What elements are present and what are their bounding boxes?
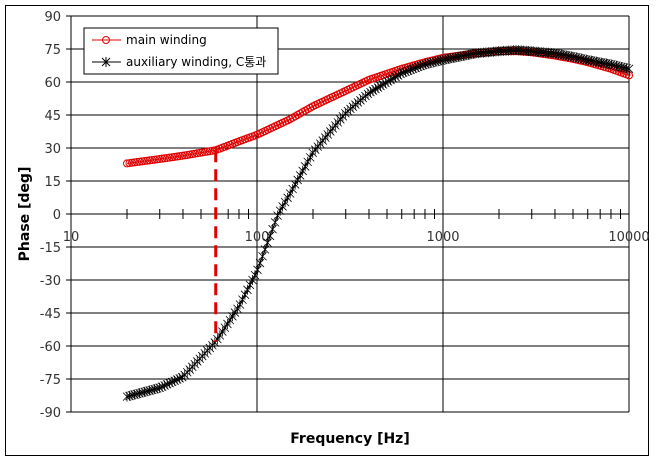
y-tick-label: 0 [53,208,61,223]
data-series [122,45,634,402]
y-tick-label: 15 [44,175,61,190]
legend-item-main-winding: main winding [92,33,207,47]
y-axis-label: Phase [deg] [17,167,33,262]
y-axis-ticks: 90 75 60 45 30 15 0 -15 -30 -45 -60 -75 -90 [40,10,71,421]
series-auxiliary-winding [122,45,634,402]
chart-frame [5,5,649,456]
y-tick-label: 30 [44,142,61,157]
legend-label: auxiliary winding, C통과 [126,55,266,69]
grid-lines [70,15,630,413]
y-tick-label: 75 [44,43,61,58]
y-tick-label: -60 [40,340,61,355]
x-tick-label: 10000 [608,230,649,245]
y-tick-label: 45 [44,109,61,124]
x-axis-label: Frequency [Hz] [290,431,409,447]
x-tick-label: 10 [63,230,80,245]
y-tick-label: -75 [40,373,61,388]
legend-item-auxiliary-winding: auxiliary winding, C통과 [92,55,266,69]
y-tick-label: -45 [40,307,61,322]
legend: main winding auxiliary winding, C통과 [83,27,279,75]
x-axis-ticks: 10 100 1000 10000 [63,230,650,245]
y-tick-label: -90 [40,406,61,421]
y-tick-label: 90 [44,10,61,25]
x-tick-label: 100 [245,230,270,245]
star-marker-icon [101,57,111,67]
y-tick-label: -30 [40,274,61,289]
x-tick-label: 1000 [426,230,459,245]
circle-marker-icon [102,36,110,44]
y-tick-label: -15 [40,241,61,256]
legend-label: main winding [126,33,207,47]
y-tick-label: 60 [44,76,61,91]
